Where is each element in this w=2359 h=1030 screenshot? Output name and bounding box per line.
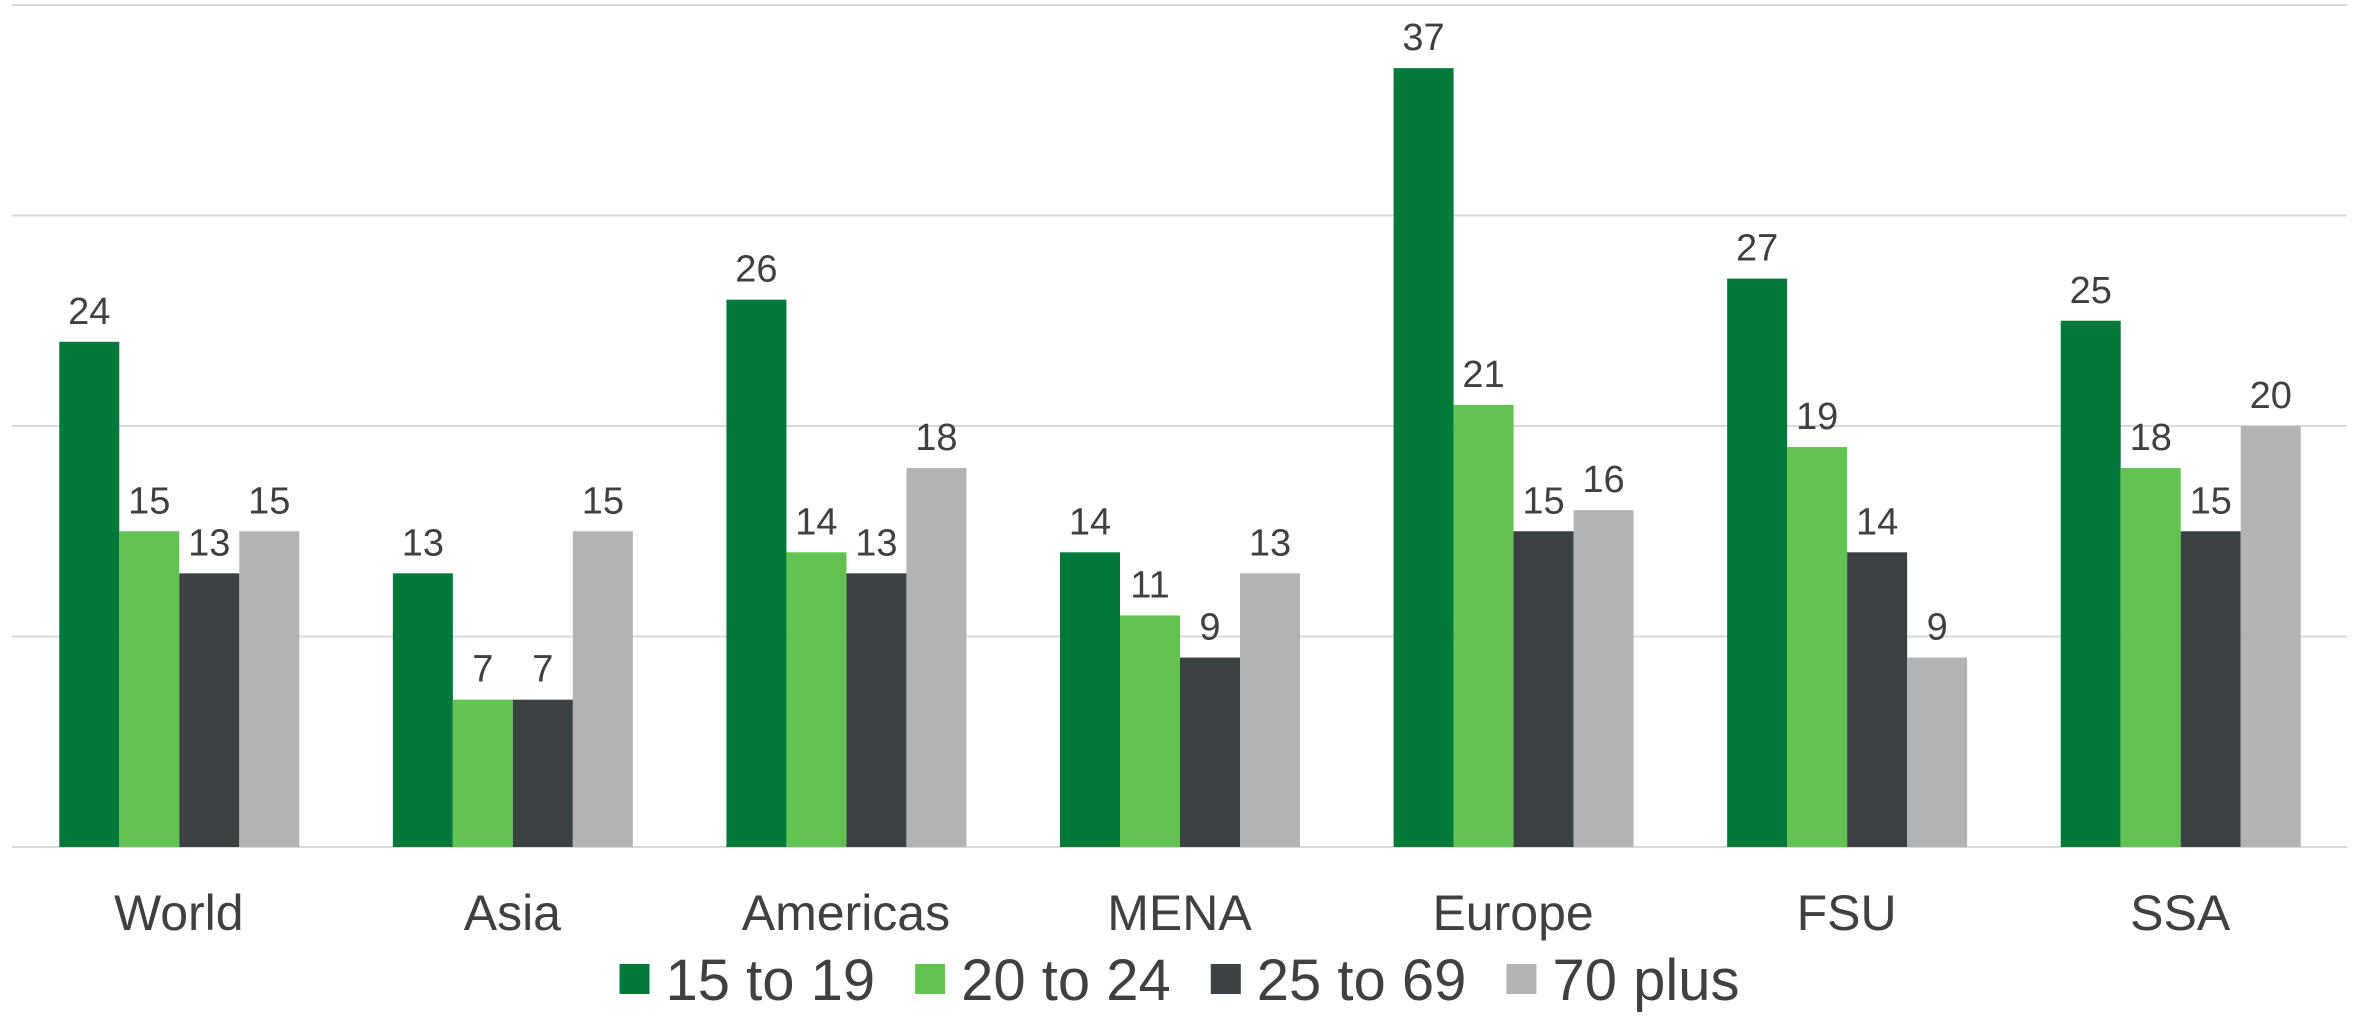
bar-fsu-series-4[interactable] bbox=[1907, 657, 1968, 847]
bar-fsu-series-1[interactable] bbox=[1727, 278, 1788, 847]
bar-world-series-4[interactable] bbox=[239, 531, 300, 847]
x-tick-label-americas: Americas bbox=[742, 885, 950, 941]
data-label: 24 bbox=[68, 291, 110, 333]
data-label: 13 bbox=[188, 522, 230, 564]
data-label: 15 bbox=[1522, 480, 1564, 522]
bar-americas-series-3[interactable] bbox=[846, 573, 907, 847]
legend-swatch-3 bbox=[1210, 964, 1241, 994]
data-label: 21 bbox=[1462, 354, 1504, 396]
x-tick-label-ssa: SSA bbox=[2130, 885, 2231, 941]
bar-mena-series-4[interactable] bbox=[1240, 573, 1300, 847]
data-label: 15 bbox=[2190, 480, 2232, 522]
data-label: 11 bbox=[1130, 564, 1169, 606]
bar-fsu-series-2[interactable] bbox=[1787, 447, 1848, 847]
bar-americas-series-1[interactable] bbox=[726, 299, 787, 847]
data-label: 27 bbox=[1736, 228, 1778, 270]
bar-fsu-series-3[interactable] bbox=[1847, 552, 1908, 847]
legend-swatch-1 bbox=[619, 964, 650, 994]
bar-europe-series-1[interactable] bbox=[1393, 68, 1454, 847]
data-label: 7 bbox=[472, 649, 493, 691]
x-tick-label-world: World bbox=[114, 885, 244, 941]
data-label: 19 bbox=[1796, 396, 1838, 438]
x-axis-tick-labels: World Asia Americas MENA Europe FSU SSA bbox=[114, 885, 2231, 941]
bar-asia-series-3[interactable] bbox=[512, 699, 573, 847]
data-label: 9 bbox=[1199, 607, 1220, 649]
bar-world-series-3[interactable] bbox=[179, 573, 240, 847]
x-tick-label-europe: Europe bbox=[1432, 885, 1593, 941]
data-label: 13 bbox=[1249, 522, 1291, 564]
x-tick-label-fsu: FSU bbox=[1797, 885, 1897, 941]
legend[interactable]: 15 to 19 20 to 24 25 to 69 70 plus bbox=[619, 948, 1740, 1013]
bar-europe-series-2[interactable] bbox=[1453, 404, 1514, 847]
bar-ssa-series-4[interactable] bbox=[2240, 426, 2301, 847]
data-label: 9 bbox=[1927, 607, 1948, 649]
bar-americas-series-4[interactable] bbox=[906, 468, 967, 847]
data-label: 15 bbox=[248, 480, 290, 522]
data-label: 13 bbox=[855, 522, 897, 564]
bar-europe-series-4[interactable] bbox=[1573, 510, 1634, 847]
data-label: 16 bbox=[1582, 459, 1624, 501]
legend-label-3[interactable]: 25 to 69 bbox=[1257, 948, 1467, 1013]
data-label: 25 bbox=[2070, 270, 2112, 312]
data-label: 15 bbox=[582, 480, 624, 522]
data-label: 14 bbox=[795, 501, 837, 543]
bar-asia-series-1[interactable] bbox=[392, 573, 453, 847]
data-label: 18 bbox=[2130, 417, 2172, 459]
bar-ssa-series-1[interactable] bbox=[2060, 320, 2121, 847]
bar-world-series-2[interactable] bbox=[119, 531, 180, 847]
legend-swatch-2 bbox=[915, 964, 946, 994]
bar-americas-series-2[interactable] bbox=[786, 552, 847, 847]
legend-label-4[interactable]: 70 plus bbox=[1552, 948, 1739, 1013]
data-label: 37 bbox=[1402, 17, 1444, 59]
bar-mena-series-3[interactable] bbox=[1180, 657, 1240, 847]
bar-ssa-series-3[interactable] bbox=[2180, 531, 2241, 847]
bar-mena-series-1[interactable] bbox=[1060, 552, 1120, 847]
data-label: 13 bbox=[402, 522, 444, 564]
data-labels: 24 15 13 15 13 7 7 15 26 14 13 18 14 11 9 13 37 21 15 16 27 1… bbox=[68, 17, 2292, 691]
x-tick-label-mena: MENA bbox=[1107, 885, 1252, 941]
bars bbox=[59, 68, 2301, 847]
bar-europe-series-3[interactable] bbox=[1513, 531, 1574, 847]
data-label: 7 bbox=[532, 649, 553, 691]
data-label: 15 bbox=[128, 480, 170, 522]
bar-world-series-1[interactable] bbox=[59, 341, 120, 847]
data-label: 14 bbox=[1856, 501, 1898, 543]
data-label: 26 bbox=[735, 249, 777, 291]
legend-swatch-4 bbox=[1506, 964, 1537, 994]
bar-mena-series-2[interactable] bbox=[1120, 615, 1180, 847]
bar-asia-series-2[interactable] bbox=[452, 699, 513, 847]
legend-label-1[interactable]: 15 to 19 bbox=[666, 948, 876, 1013]
data-label: 20 bbox=[2250, 375, 2292, 417]
legend-label-2[interactable]: 20 to 24 bbox=[961, 948, 1171, 1013]
bar-ssa-series-2[interactable] bbox=[2120, 468, 2181, 847]
x-tick-label-asia: Asia bbox=[464, 885, 561, 941]
data-label: 14 bbox=[1069, 501, 1111, 543]
data-label: 18 bbox=[915, 417, 957, 459]
bar-asia-series-4[interactable] bbox=[572, 531, 633, 847]
